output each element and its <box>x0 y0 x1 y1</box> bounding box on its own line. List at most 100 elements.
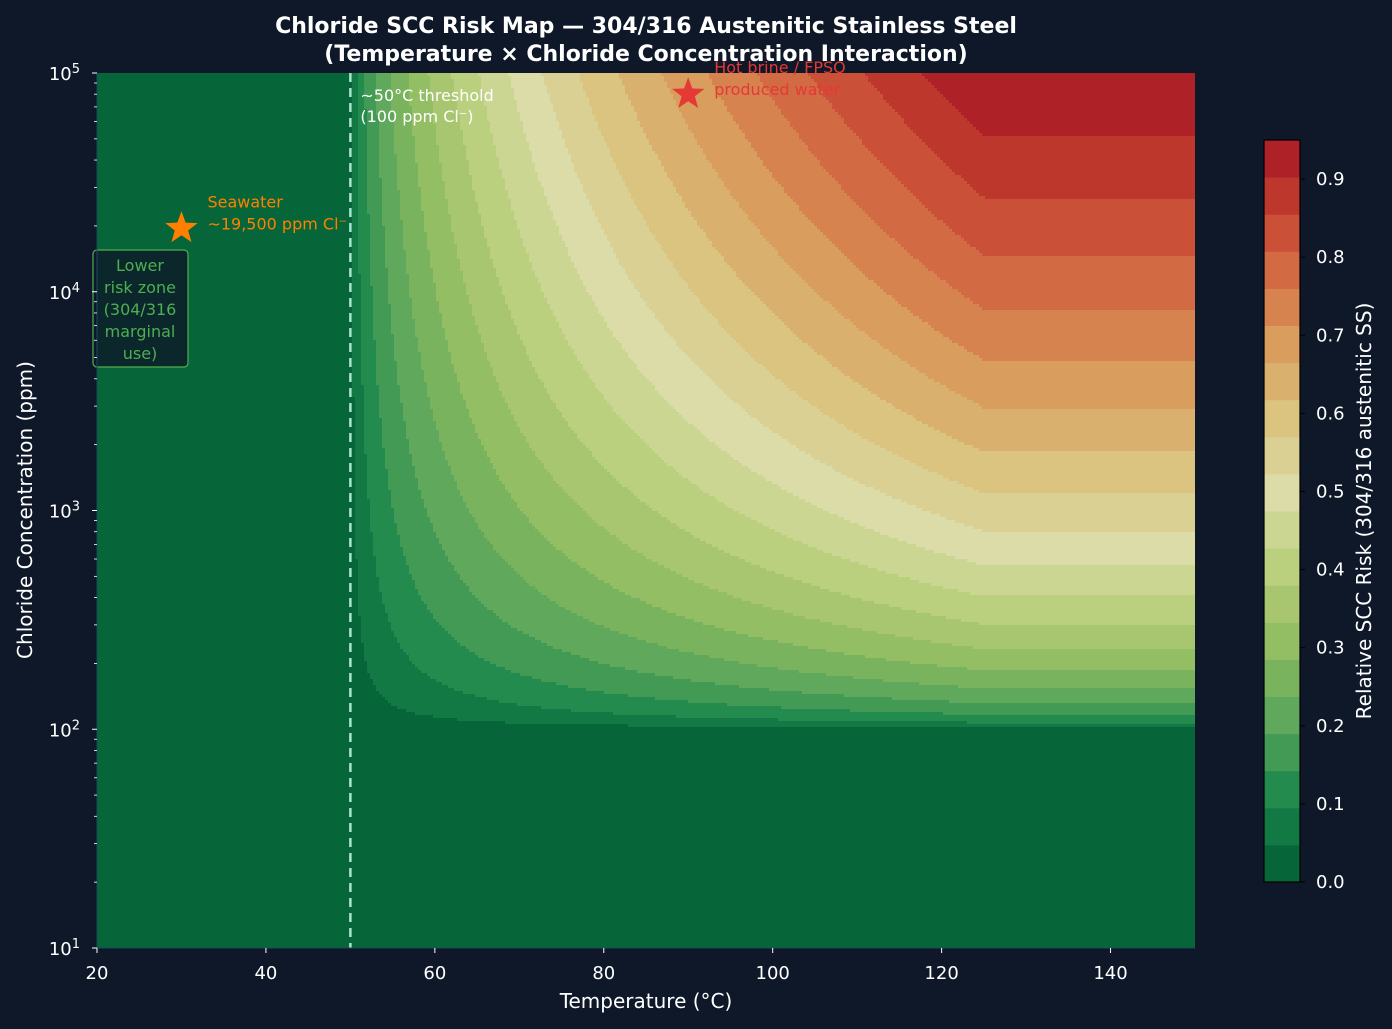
contour-cell <box>409 571 458 575</box>
colorbar-band <box>1264 511 1300 549</box>
contour-cell <box>469 511 524 515</box>
contour-cell <box>604 580 695 584</box>
contour-cell <box>436 124 461 128</box>
contour-cell <box>745 349 815 353</box>
contour-cell <box>742 208 800 212</box>
contour-cell <box>352 229 359 233</box>
contour-cell <box>817 82 872 86</box>
contour-cell <box>925 547 1195 551</box>
contour-cell <box>853 130 914 134</box>
contour-cell <box>733 118 788 122</box>
contour-cell <box>547 88 584 92</box>
contour-cell <box>652 382 716 386</box>
contour-cell <box>367 184 383 188</box>
contour-cell <box>481 439 527 443</box>
contour-cell <box>691 130 743 134</box>
contour-cell <box>358 577 380 581</box>
contour-cell <box>97 550 356 554</box>
contour-cell <box>379 145 395 149</box>
contour-cell <box>448 463 494 467</box>
contour-cell <box>457 244 488 248</box>
contour-cell <box>421 190 446 194</box>
contour-cell <box>379 166 398 170</box>
contour-cell <box>523 241 566 245</box>
contour-cell <box>547 301 596 305</box>
contour-cell <box>352 103 359 107</box>
contour-cell <box>700 226 758 230</box>
contour-cell <box>622 343 677 347</box>
contour-cell <box>481 88 515 92</box>
contour-cell <box>982 253 1195 257</box>
contour-cell <box>568 151 611 155</box>
contour-cell <box>760 76 812 80</box>
contour-cell <box>793 331 866 335</box>
contour-cell <box>619 172 668 176</box>
contour-cell <box>772 175 833 179</box>
contour-cell <box>622 82 668 86</box>
contour-cell <box>367 142 380 146</box>
contour-cell <box>697 295 758 299</box>
contour-cell <box>421 352 452 356</box>
contour-cell <box>370 241 386 245</box>
contour-cell <box>835 178 899 182</box>
contour-cell <box>373 541 401 545</box>
contour-cell <box>418 184 446 188</box>
contour-cell <box>97 130 353 134</box>
contour-cell <box>394 358 422 362</box>
contour-cell <box>97 121 353 125</box>
contour-cell <box>358 586 380 590</box>
contour-cell <box>526 136 563 140</box>
contour-cell <box>409 295 437 299</box>
contour-cell <box>715 169 770 173</box>
contour-cell <box>97 208 353 212</box>
contour-cell <box>355 400 365 404</box>
contour-cell <box>679 472 758 476</box>
contour-cell <box>97 679 374 683</box>
contour-cell <box>529 259 572 263</box>
contour-cell <box>382 592 419 596</box>
contour-cell <box>97 502 356 506</box>
contour-cell <box>97 481 356 485</box>
contour-cell <box>358 244 371 248</box>
contour-cell <box>361 325 374 329</box>
contour-cell <box>457 256 491 260</box>
contour-cell <box>757 472 842 476</box>
contour-cell <box>424 229 452 233</box>
contour-cell <box>619 73 662 77</box>
contour-cell <box>361 343 377 347</box>
contour-cell <box>622 265 674 269</box>
seawater-label-line1: Seawater <box>207 192 283 211</box>
contour-cell <box>391 625 443 629</box>
contour-cell <box>949 478 1195 482</box>
contour-cell <box>364 415 380 419</box>
contour-cell <box>448 685 569 689</box>
contour-cell <box>97 253 353 257</box>
contour-cell <box>883 229 953 233</box>
contour-cell <box>598 523 677 527</box>
contour-cell <box>715 442 791 446</box>
contour-cell <box>673 337 734 341</box>
contour-cell <box>421 598 479 602</box>
contour-cell <box>367 139 380 143</box>
contour-cell <box>544 463 602 467</box>
contour-cell <box>661 514 746 518</box>
contour-cell <box>529 148 569 152</box>
contour-cell <box>643 373 707 377</box>
zone-box-line: Lower <box>116 256 164 275</box>
contour-cell <box>676 409 746 413</box>
contour-cell <box>97 442 356 446</box>
contour-cell <box>376 346 395 350</box>
contour-cell <box>664 460 740 464</box>
contour-cell <box>367 670 422 674</box>
contour-cell <box>97 868 1195 872</box>
contour-cell <box>940 91 1195 95</box>
contour-cell <box>640 124 689 128</box>
contour-cell <box>646 601 752 605</box>
contour-cell <box>361 358 377 362</box>
contour-cell <box>361 340 377 344</box>
contour-cell <box>646 640 779 644</box>
contour-cell <box>376 376 398 380</box>
contour-cell <box>889 235 962 239</box>
contour-cell <box>853 199 920 203</box>
contour-cell <box>364 439 383 443</box>
